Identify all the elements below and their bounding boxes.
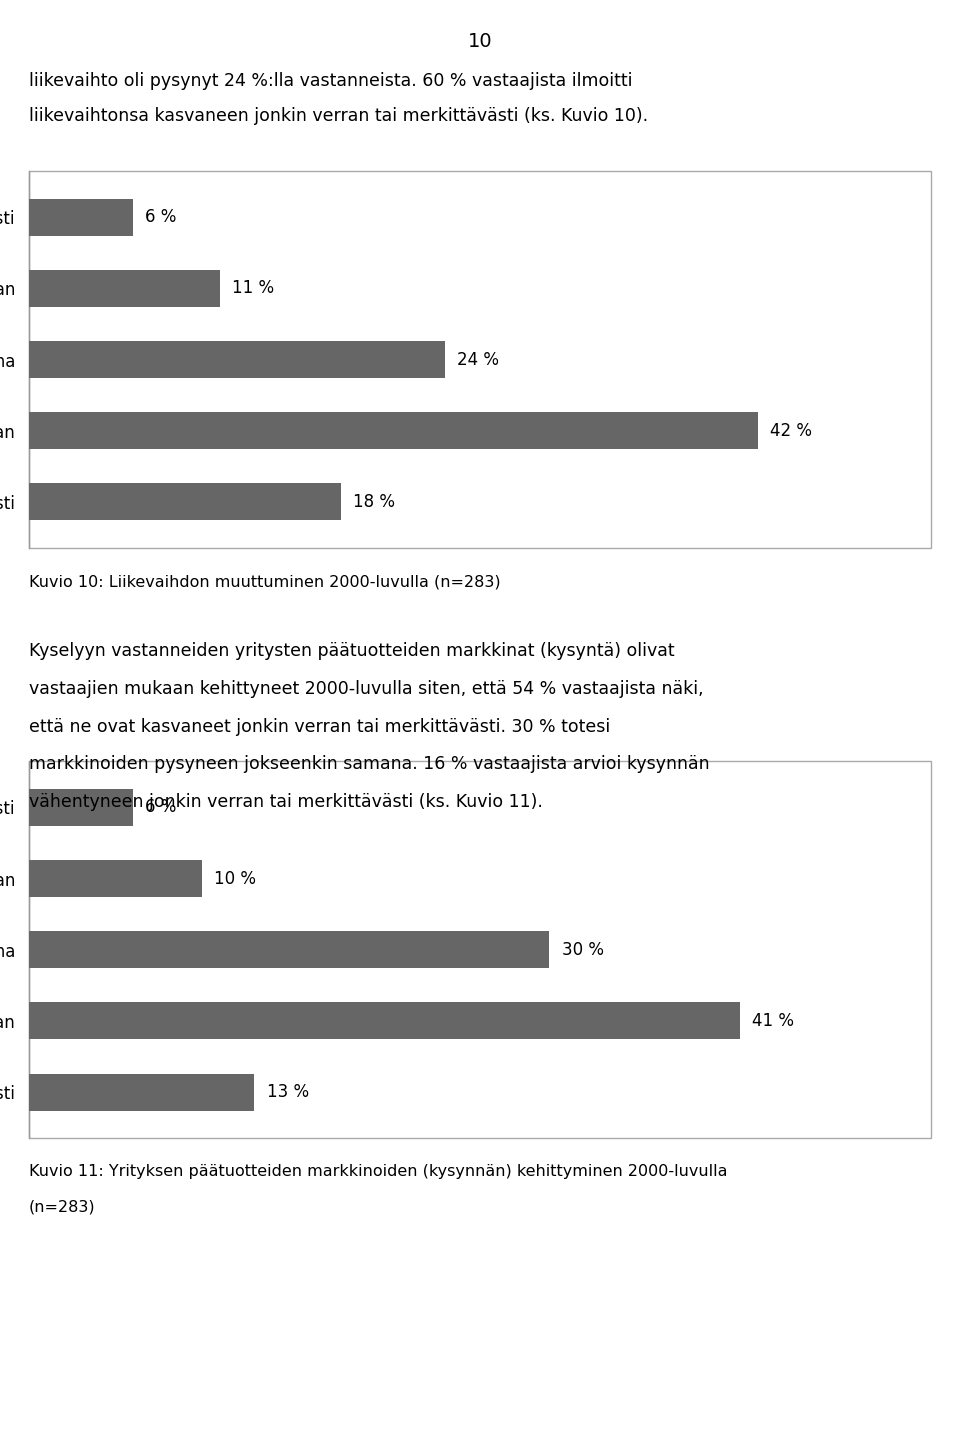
Text: Kuvio 10: Liikevaihdon muuttuminen 2000-luvulla (n=283): Kuvio 10: Liikevaihdon muuttuminen 2000-… xyxy=(29,574,500,589)
Text: (n=283): (n=283) xyxy=(29,1199,95,1214)
Text: vastaajien mukaan kehittyneet 2000-luvulla siten, että 54 % vastaajista näki,: vastaajien mukaan kehittyneet 2000-luvul… xyxy=(29,680,704,697)
Text: 11 %: 11 % xyxy=(232,280,274,297)
Text: 24 %: 24 % xyxy=(458,351,499,368)
Bar xyxy=(29,1073,254,1111)
Bar xyxy=(29,199,132,236)
Text: Kuvio 11: Yrityksen päätuotteiden markkinoiden (kysynnän) kehittyminen 2000-luvu: Kuvio 11: Yrityksen päätuotteiden markki… xyxy=(29,1164,728,1179)
Bar xyxy=(29,789,132,826)
Text: 18 %: 18 % xyxy=(353,493,396,510)
Text: 13 %: 13 % xyxy=(267,1083,309,1101)
Bar xyxy=(29,171,931,548)
Bar xyxy=(29,931,549,969)
Text: liikevaihto oli pysynyt 24 %:lla vastanneista. 60 % vastaajista ilmoitti: liikevaihto oli pysynyt 24 %:lla vastann… xyxy=(29,72,633,90)
Text: vähentyneen jonkin verran tai merkittävästi (ks. Kuvio 11).: vähentyneen jonkin verran tai merkittävä… xyxy=(29,793,542,811)
Text: 41 %: 41 % xyxy=(753,1012,795,1030)
Text: Kyselyyn vastanneiden yritysten päätuotteiden markkinat (kysyntä) olivat: Kyselyyn vastanneiden yritysten päätuott… xyxy=(29,642,675,660)
Bar xyxy=(29,860,203,898)
Text: että ne ovat kasvaneet jonkin verran tai merkittävästi. 30 % totesi: että ne ovat kasvaneet jonkin verran tai… xyxy=(29,718,610,735)
Text: markkinoiden pysyneen jokseenkin samana. 16 % vastaajista arvioi kysynnän: markkinoiden pysyneen jokseenkin samana.… xyxy=(29,755,709,773)
Text: 10: 10 xyxy=(468,32,492,51)
Bar xyxy=(29,1002,740,1040)
Text: 42 %: 42 % xyxy=(770,422,812,439)
Bar xyxy=(29,483,341,521)
Text: 10 %: 10 % xyxy=(214,870,256,887)
Bar xyxy=(29,270,220,307)
Text: liikevaihtonsa kasvaneen jonkin verran tai merkittävästi (ks. Kuvio 10).: liikevaihtonsa kasvaneen jonkin verran t… xyxy=(29,107,648,125)
Text: 6 %: 6 % xyxy=(145,799,177,816)
Bar xyxy=(29,761,931,1138)
Bar xyxy=(29,412,757,450)
Bar xyxy=(29,341,445,378)
Text: 30 %: 30 % xyxy=(562,941,604,958)
Text: 6 %: 6 % xyxy=(145,209,177,226)
